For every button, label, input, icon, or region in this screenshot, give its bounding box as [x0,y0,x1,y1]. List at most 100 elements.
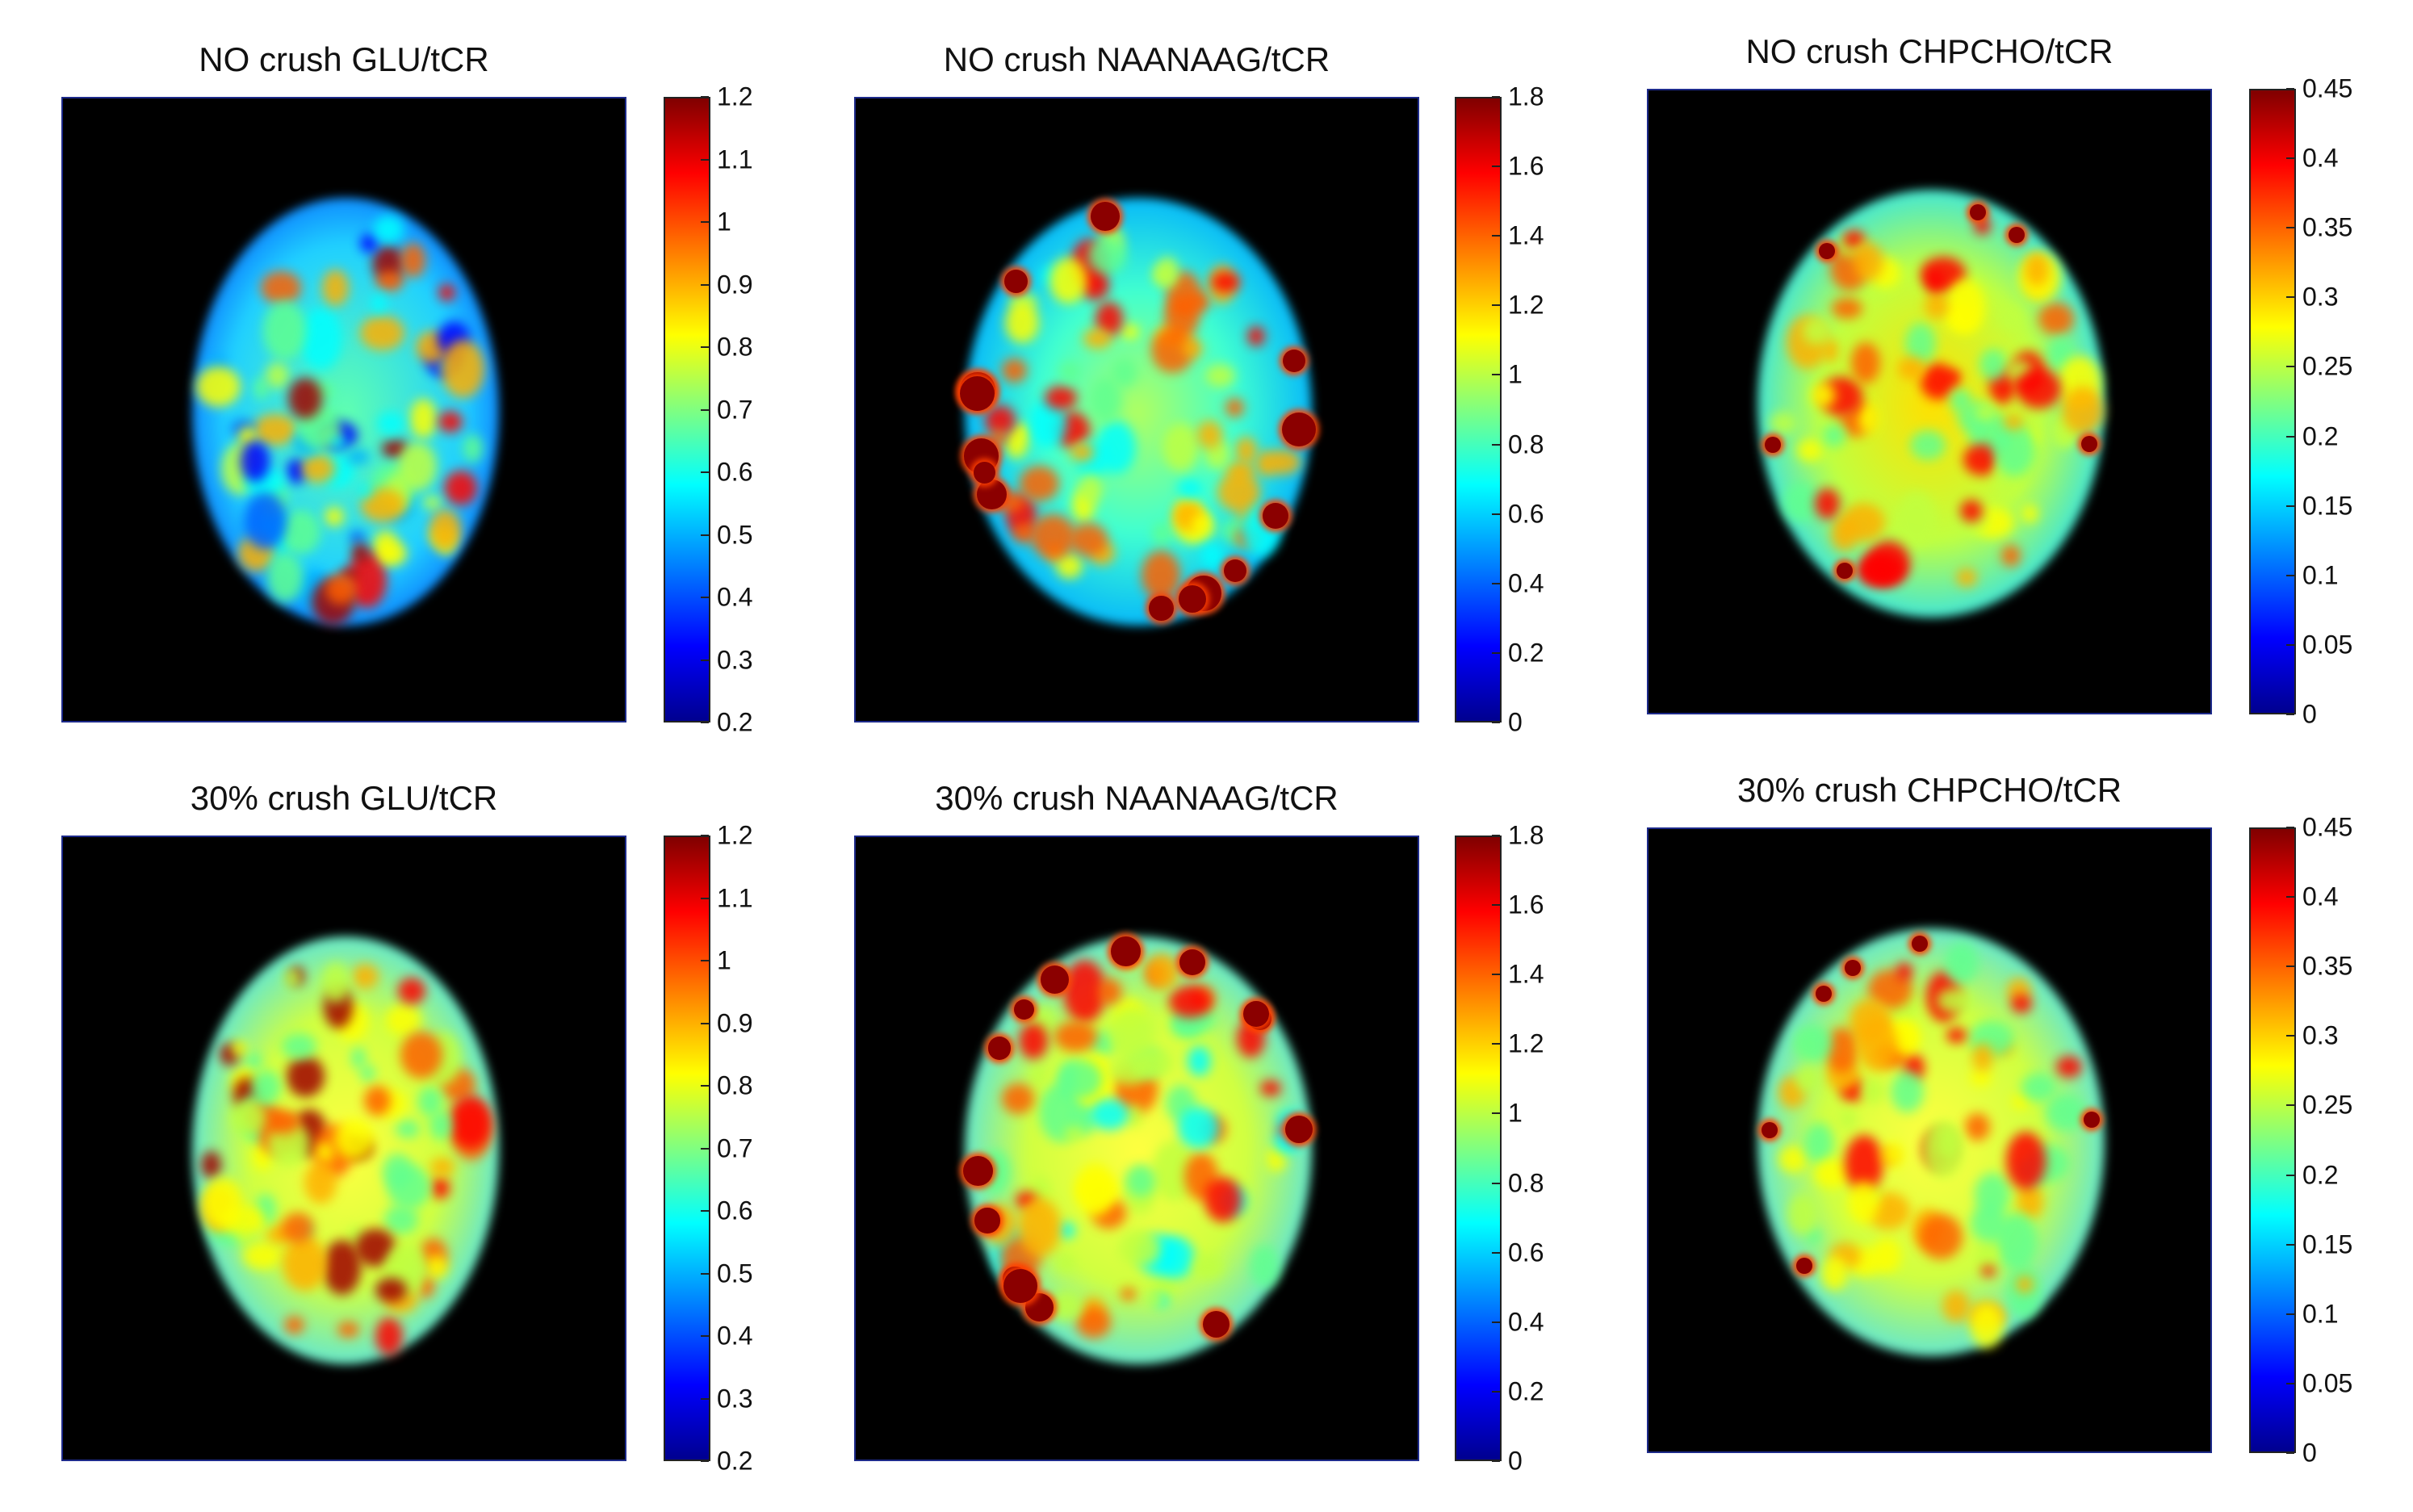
intensity-spot [1975,403,1996,421]
colorbar-tick [1492,374,1500,376]
colorbar-tick-label: 0 [2302,1438,2317,1468]
panel-title: 30% crush CHPCHO/tCR [1736,771,2122,809]
colorbar-tick-label: 0.7 [717,395,753,424]
colorbar-tick-label: 0.4 [717,1321,753,1351]
intensity-spot [449,1095,492,1150]
intensity-spot [1078,473,1103,505]
intensity-spot [1840,1108,1858,1129]
colorbar-tick [2286,505,2294,507]
intensity-spot [1249,1245,1280,1288]
colorbar-tick-label: 1.6 [1508,151,1544,181]
intensity-spot [371,292,388,315]
panel-title: NO crush CHPCHO/tCR [1745,32,2113,70]
colorbar-tick [1492,835,1500,836]
intensity-spot [281,1032,317,1059]
intensity-spot [1059,362,1080,382]
colorbar-tick-label: 0.45 [2302,73,2353,103]
colorbar-tick-label: 1.2 [717,82,753,111]
intensity-spot [1795,1065,1820,1092]
colorbar-tick-label: 0.25 [2302,351,2353,381]
colorbar-tick-label: 1.2 [717,820,753,850]
colorbar-tick [1492,651,1500,654]
intensity-spot [245,1052,262,1069]
intensity-spot [1083,329,1112,350]
intensity-spot [2017,369,2062,408]
intensity-spot [1054,1020,1097,1053]
colorbar-tick [701,471,709,473]
colorbar-tick [2286,896,2294,898]
colorbar-tick [2286,227,2294,229]
rim-spot [976,479,1007,510]
colorbar-tick-label: 0 [2302,699,2317,729]
rim-spot [1796,1257,1813,1274]
colorbar-tick [1492,1390,1500,1393]
intensity-spot [261,270,301,305]
intensity-spot [1862,1078,1885,1104]
intensity-spot [1822,423,1846,447]
colorbar-tick [701,722,709,723]
colorbar-tick-label: 0.15 [2302,491,2353,521]
intensity-spot [1796,439,1823,462]
intensity-spot [1965,1112,1991,1141]
intensity-spot [1946,1027,1967,1044]
intensity-spot [1778,1146,1808,1174]
colorbar-tick [2286,643,2294,646]
colorbar-tick-label: 0.7 [717,1133,753,1162]
colorbar-tick [2286,435,2294,438]
intensity-spot [2016,1275,2034,1294]
intensity-spot [1909,429,1946,460]
intensity-spot [1049,257,1087,304]
intensity-spot [2056,1056,2082,1078]
intensity-spot [1792,1024,1833,1062]
rim-spot [1041,965,1070,995]
rim-spot [1262,502,1289,530]
intensity-spot [430,1177,450,1199]
colorbar-tick-label: 1.4 [1508,220,1544,250]
intensity-spot [202,1176,244,1229]
rim-spot [1911,935,1928,952]
intensity-spot [2021,504,2038,524]
colorbar-tick [701,1147,709,1150]
intensity-spot [329,434,346,449]
intensity-spot [1075,1162,1116,1217]
intensity-spot [1787,1194,1818,1236]
intensity-spot [359,316,404,351]
intensity-spot [1956,568,1977,587]
intensity-spot [1152,266,1173,286]
intensity-spot [279,509,321,555]
rim-spot [1179,949,1205,976]
colorbar-tick [701,1210,709,1212]
colorbar-tick [701,835,709,836]
colorbar-tick [701,1460,709,1462]
intensity-spot [302,454,336,483]
intensity-spot [1919,1214,1963,1260]
intensity-spot [1831,297,1862,320]
intensity-spot [400,1031,442,1079]
intensity-spot [282,1235,327,1291]
intensity-spot [1204,1177,1242,1222]
intensity-spot [1783,481,1819,522]
intensity-spot [1169,985,1212,1018]
intensity-spot [1225,397,1245,418]
colorbar-tick [1492,1251,1500,1254]
rim-spot [1091,202,1120,232]
rim-spot [1224,559,1246,582]
colorbar-tick-label: 1.8 [1508,82,1544,111]
rim-spot [1815,985,1832,1002]
colorbar-tick-label: 0.6 [717,1196,753,1225]
colorbar-tick [2286,1313,2294,1315]
intensity-spot [230,1100,266,1135]
rim-spot [2080,435,2097,452]
intensity-spot [1950,387,1972,413]
rim-spot [962,1156,993,1187]
intensity-spot [1822,339,1839,362]
colorbar-tick [1492,1112,1500,1115]
colorbar-tick-label: 0.6 [717,457,753,487]
colorbar-tick [2286,1174,2294,1176]
intensity-spot [438,411,463,433]
colorbar-tick-label: 0.5 [717,1259,753,1288]
colorbar-tick [1492,1043,1500,1045]
colorbar-tick-label: 1.6 [1508,890,1544,919]
colorbar-tick-label: 1 [1508,359,1523,389]
colorbar [1455,836,1502,1461]
